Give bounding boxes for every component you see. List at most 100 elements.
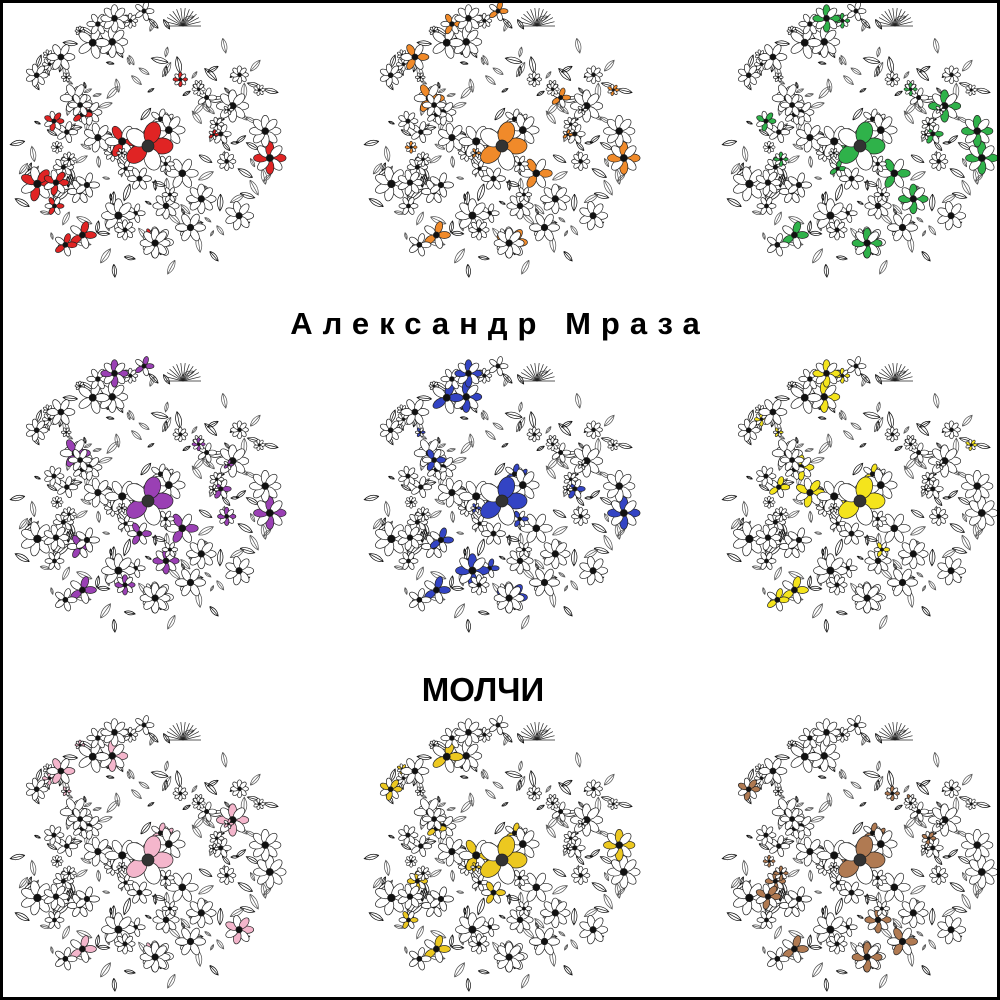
leaf-line: [164, 401, 169, 413]
leaf-line: [534, 203, 545, 215]
flower: [216, 89, 250, 123]
leaf-line: [792, 498, 804, 505]
leaf-line: [876, 46, 881, 58]
flower: [965, 855, 997, 889]
flower: [46, 399, 76, 425]
flower: [253, 797, 266, 810]
leaf-line: [62, 40, 78, 47]
leaf-line: [742, 859, 749, 876]
leaf-line: [536, 90, 545, 96]
leaf-line: [209, 251, 219, 262]
leaf-line: [449, 220, 455, 233]
leaf-line: [237, 168, 253, 178]
leaf-line: [181, 207, 186, 216]
leaf-line: [210, 230, 215, 237]
flower: [481, 522, 506, 545]
flower: [965, 83, 978, 96]
flower: [603, 115, 636, 148]
flower: [834, 367, 851, 384]
leaf-line: [167, 259, 176, 275]
leaf-line: [477, 255, 490, 261]
leaf-line: [83, 81, 87, 89]
leaf-line: [774, 395, 790, 402]
leaf-line: [859, 88, 867, 93]
flower: [411, 121, 433, 143]
flower: [773, 865, 789, 881]
leaf-line: [18, 876, 29, 889]
leaf-line: [521, 973, 530, 989]
leaf-line: [947, 490, 959, 499]
leaf-line: [545, 824, 556, 839]
leaf-line: [951, 547, 968, 554]
leaf-line: [83, 802, 93, 808]
leaf-line: [575, 38, 582, 54]
flower: [414, 427, 426, 437]
leaf-line: [591, 523, 607, 533]
leaf-line: [721, 494, 738, 502]
dandelion: [877, 363, 913, 382]
flower: [828, 503, 840, 513]
flower: [515, 187, 533, 202]
leaf-line: [388, 475, 396, 480]
leaf-line: [460, 799, 473, 813]
leaf-line: [517, 19, 525, 30]
leaf-line: [175, 56, 182, 74]
flower: [755, 524, 782, 551]
leaf-line: [109, 907, 113, 915]
central-flower: [480, 121, 528, 171]
leaf-line: [787, 869, 800, 878]
leaf-line: [114, 433, 121, 448]
leaf-line: [774, 754, 790, 761]
flower: [44, 197, 65, 215]
leaf-line: [529, 411, 536, 429]
leaf-line: [123, 183, 131, 202]
flower: [61, 865, 77, 881]
leaf-line: [182, 90, 191, 96]
leaf-line: [730, 876, 741, 889]
flower: [762, 140, 776, 154]
leaf-line: [465, 263, 471, 278]
leaf-line: [235, 135, 247, 144]
leaf-line: [957, 142, 972, 150]
flower: [55, 947, 78, 971]
leaf-line: [840, 409, 847, 421]
flower: [887, 568, 918, 597]
flower: [545, 437, 560, 452]
leaf-line: [245, 497, 260, 505]
flower: [424, 935, 451, 963]
leaf-line: [788, 216, 805, 225]
leaf-line: [239, 906, 256, 913]
flower: [928, 803, 962, 837]
flower: [161, 187, 179, 202]
flower: [758, 399, 788, 425]
flower: [253, 438, 266, 451]
flower: [570, 803, 604, 837]
flower: [186, 183, 217, 215]
flower: [873, 901, 891, 916]
leaf-line: [9, 139, 26, 147]
leaf-line: [100, 603, 111, 619]
leaf-line: [198, 885, 214, 895]
flower: [25, 777, 49, 801]
leaf-line: [916, 572, 924, 578]
flower: [520, 513, 553, 543]
flower: [75, 886, 100, 912]
central-flower: [480, 476, 528, 526]
leaf-line: [591, 168, 607, 178]
flower: [780, 449, 805, 471]
leaf-line: [975, 801, 991, 808]
leaf-line: [162, 775, 172, 792]
leaf-line: [416, 40, 432, 47]
leaf-line: [941, 549, 957, 558]
leaf-line: [892, 203, 903, 215]
leaf-line: [558, 217, 566, 223]
flower: [884, 71, 900, 88]
flower: [397, 169, 424, 196]
leaf-line: [463, 907, 467, 915]
leaf-line: [465, 618, 471, 633]
flower: [529, 213, 560, 242]
leaf-line: [535, 921, 540, 930]
leaf-line: [961, 157, 968, 168]
flower: [526, 426, 542, 443]
leaf-line: [96, 230, 111, 236]
